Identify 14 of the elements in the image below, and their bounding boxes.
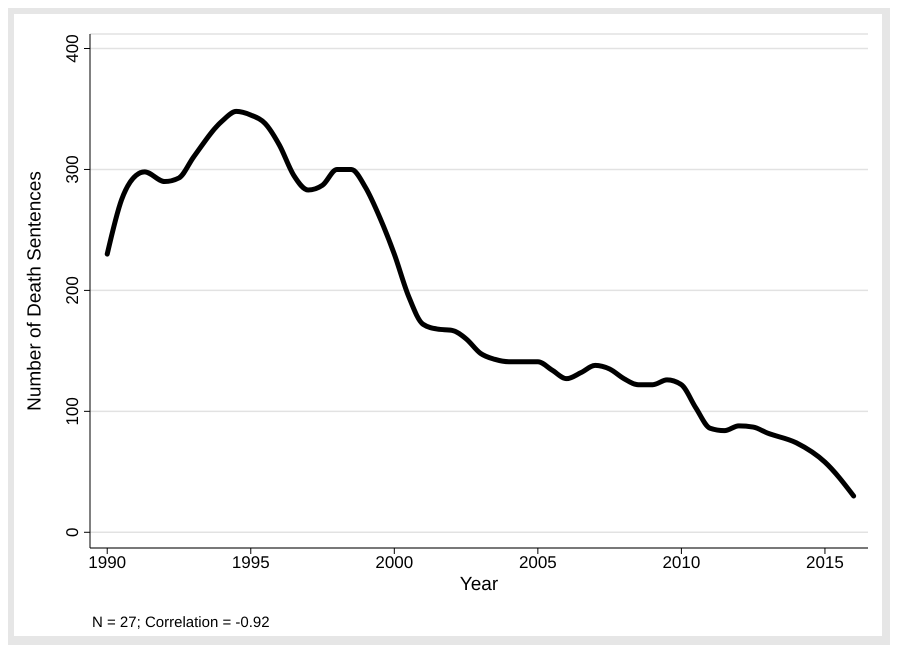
x-tick-label: 1995 bbox=[232, 553, 270, 572]
x-tick-label: 2000 bbox=[375, 553, 414, 572]
x-axis-title: Year bbox=[460, 574, 499, 595]
x-tick-label: 2010 bbox=[662, 553, 700, 572]
x-tick-label: 2005 bbox=[518, 553, 557, 572]
y-axis-title: Number of Death Sentences bbox=[24, 171, 46, 411]
y-tick-label: 0 bbox=[63, 528, 82, 538]
y-tick-label: 100 bbox=[63, 397, 82, 426]
text: N = 27; Correlation = -0.92 bbox=[92, 614, 270, 631]
y-tick-label: 200 bbox=[63, 276, 82, 305]
x-tick-label: 1990 bbox=[88, 553, 126, 572]
x-tick-label: 2015 bbox=[806, 553, 844, 572]
y-tick-label: 400 bbox=[63, 34, 82, 63]
y-tick-label: 300 bbox=[63, 155, 82, 184]
